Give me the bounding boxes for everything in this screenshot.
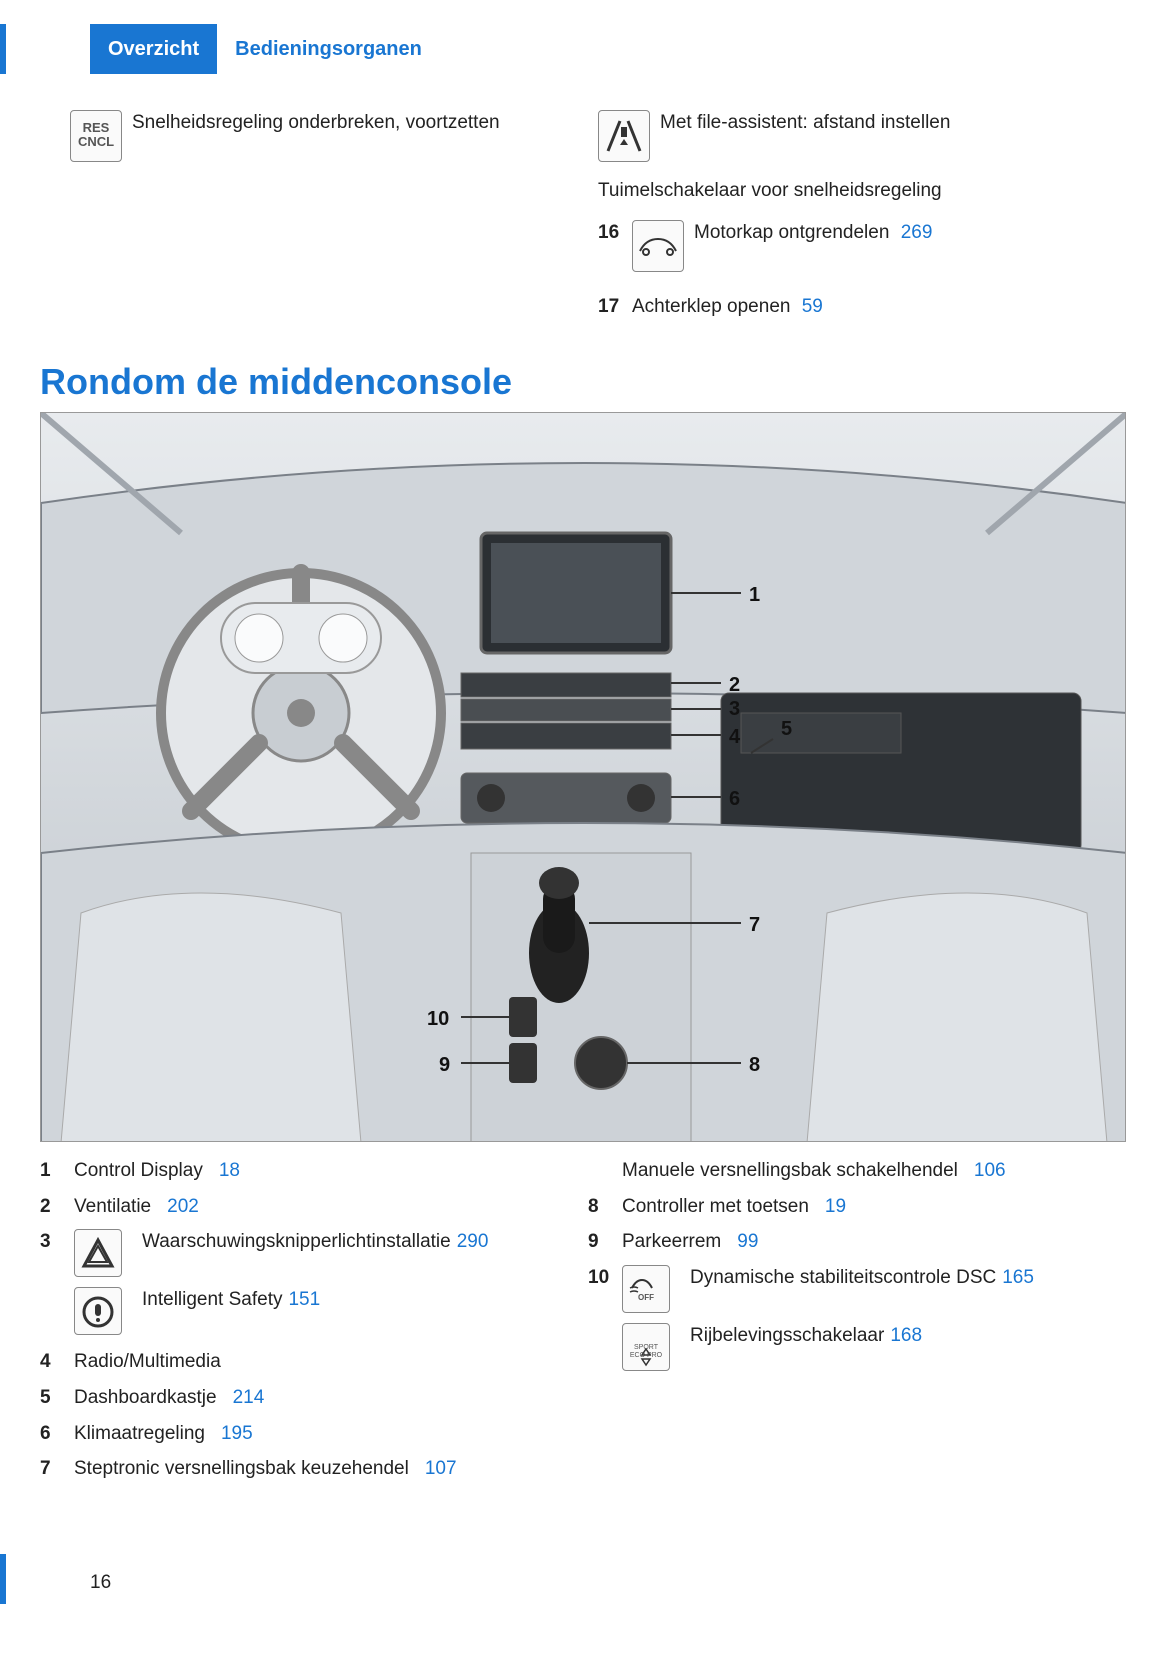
n3: 3 [40,1229,74,1255]
r3a: 290 [457,1231,489,1252]
callout-9: 9 [439,1054,450,1076]
top-right-col: Met file-assistent: afstand instellen Tu… [598,110,1096,335]
tab-overzicht: Overzicht [90,24,217,74]
callout-3: 3 [729,698,740,720]
callout-1: 1 [749,584,760,606]
n1: 1 [40,1158,74,1184]
r2: 202 [167,1194,199,1220]
tr10a: Dynamische stabiliteitscontrole DSC [690,1267,996,1288]
tr9: Parkeerrem [622,1229,721,1255]
center-console-diagram: 1 2 3 4 5 6 7 8 9 10 [40,412,1126,1142]
n2: 2 [40,1194,74,1220]
tr10b: Rijbelevingsschakelaar [690,1325,884,1346]
top-items: RES CNCL Snelheidsregeling onderbreken, … [70,110,1096,335]
nr8: 8 [588,1194,622,1220]
section-title: Rondom de middenconsole [40,358,512,407]
edge-accent-top [0,24,6,74]
header-tabs: Overzicht Bedieningsorganen [90,24,440,74]
legend-lists: 1 Control Display 18 2 Ventilatie 202 3 Wa… [40,1158,1096,1492]
t1: Control Display [74,1158,203,1184]
tr0: Manuele versnellingsbak schakelhendel [622,1158,958,1184]
t6: Klimaatregeling [74,1421,205,1447]
row4-label: Achterklep openen [632,296,790,317]
num-16: 16 [598,220,624,246]
row3-ref: 269 [901,222,933,243]
n4: 4 [40,1349,74,1375]
t7: Steptronic versnellingsbak keuzehendel [74,1456,409,1482]
callout-10: 10 [427,1008,449,1030]
nr9: 9 [588,1229,622,1255]
r5: 214 [233,1385,265,1411]
top-right-row2-text: Tuimelschakelaar voor snelheidsregeling [598,178,1096,204]
top-left-col: RES CNCL Snelheidsregeling onderbreken, … [70,110,568,335]
file-assist-distance-icon [598,110,650,162]
rr9: 99 [737,1229,758,1255]
rr10b: 168 [890,1325,922,1346]
row4-text: Achterklep openen 59 [632,294,1096,320]
r7: 107 [425,1456,457,1482]
row4-ref: 59 [802,296,823,317]
callout-8: 8 [749,1054,760,1076]
t5: Dashboardkastje [74,1385,217,1411]
top-right-row1-text: Met file-assistent: afstand instellen [660,110,1096,136]
rr0: 106 [974,1158,1006,1184]
num-17: 17 [598,294,624,320]
hazard-triangle-icon [74,1229,122,1277]
drive-mode-icon: SPORT ECO PRO [622,1323,670,1371]
n7: 7 [40,1456,74,1482]
row3-text: Motorkap ontgrendelen 269 [694,220,1096,246]
n5: 5 [40,1385,74,1411]
r6: 195 [221,1421,253,1447]
intelligent-safety-icon [74,1287,122,1335]
tab-bedieningsorganen: Bedieningsorganen [217,24,440,74]
legend-right: Manuele versnellingsbak schakelhendel 106… [588,1158,1096,1492]
edge-accent-bottom [0,1554,6,1604]
tr8: Controller met toetsen [622,1194,809,1220]
callout-5: 5 [781,718,792,740]
callout-6: 6 [729,788,740,810]
page-number: 16 [90,1570,111,1596]
hood-release-icon [632,220,684,272]
t3b: Intelligent Safety [142,1289,282,1310]
dsc-off-icon: OFF [622,1265,670,1313]
nr10: 10 [588,1265,622,1291]
top-left-text: Snelheidsregeling onderbreken, voortzett… [132,110,568,136]
rr10a: 165 [1002,1267,1034,1288]
r1: 18 [219,1158,240,1184]
n6: 6 [40,1421,74,1447]
t2: Ventilatie [74,1194,151,1220]
callout-4: 4 [729,726,741,748]
t3a: Waarschuwingsknipperlichtinstallatie [142,1231,451,1252]
rr8: 19 [825,1194,846,1220]
res-cncl-icon: RES CNCL [70,110,122,162]
callout-2: 2 [729,674,740,696]
row3-label: Motorkap ontgrendelen [694,222,889,243]
legend-left: 1 Control Display 18 2 Ventilatie 202 3 Wa… [40,1158,548,1492]
callout-7: 7 [749,914,760,936]
r3b: 151 [288,1289,320,1310]
t4: Radio/Multimedia [74,1349,221,1375]
